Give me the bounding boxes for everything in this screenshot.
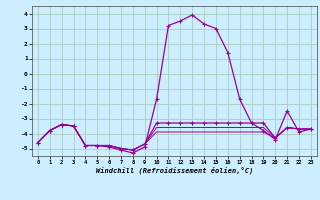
X-axis label: Windchill (Refroidissement éolien,°C): Windchill (Refroidissement éolien,°C) (96, 167, 253, 174)
